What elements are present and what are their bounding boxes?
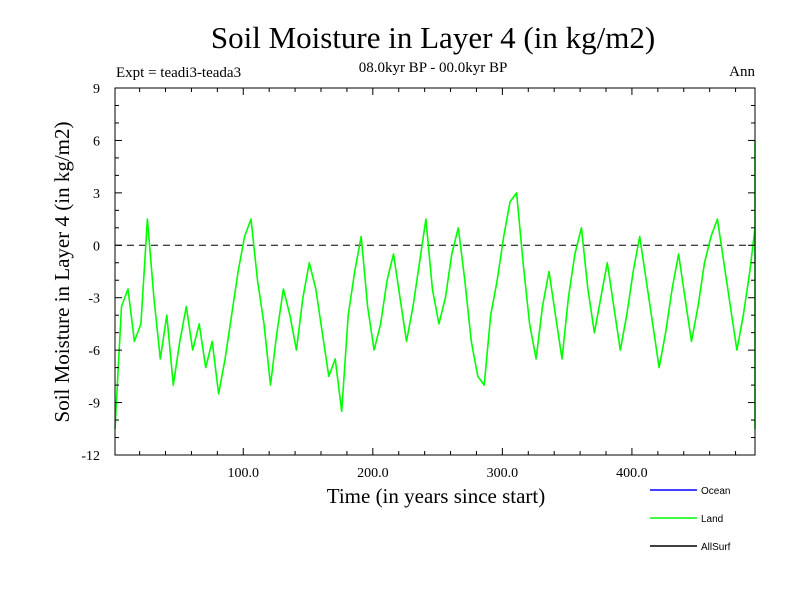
ticks: -12 -9 -6 -3 0 3 6 9 100.0 200.0 300.0 400.0 <box>81 82 755 481</box>
x-tick-label: 200.0 <box>357 466 389 481</box>
x-tick-label: 100.0 <box>228 466 260 481</box>
y-tick-label: 9 <box>93 82 100 97</box>
y-tick-label: 0 <box>93 239 100 254</box>
y-tick-label: -9 <box>88 397 100 412</box>
y-tick-label: 6 <box>93 134 100 149</box>
y-tick-label: -6 <box>88 344 100 359</box>
y-tick-label: -12 <box>81 449 100 464</box>
chart-subtitle: 08.0kyr BP - 00.0kyr BP <box>359 60 508 76</box>
x-axis-label: Time (in years since start) <box>327 484 546 508</box>
season-label: Ann <box>729 64 755 80</box>
expt-label: Expt = teadi3-teada3 <box>116 65 241 81</box>
x-tick-label: 400.0 <box>616 466 648 481</box>
legend-label-allsurf: AllSurf <box>701 542 731 553</box>
chart-title: Soil Moisture in Layer 4 (in kg/m2) <box>211 20 655 55</box>
y-axis-label: Soil Moisture in Layer 4 (in kg/m2) <box>50 122 74 423</box>
x-tick-label: 300.0 <box>487 466 519 481</box>
y-tick-label: 3 <box>93 187 100 202</box>
plot-frame <box>114 87 756 456</box>
y-tick-label: -3 <box>88 292 100 307</box>
legend: Ocean Land AllSurf <box>650 486 731 553</box>
legend-label-ocean: Ocean <box>701 486 730 497</box>
legend-label-land: Land <box>701 514 723 525</box>
series-line-land <box>114 139 756 430</box>
series-group <box>114 139 756 430</box>
